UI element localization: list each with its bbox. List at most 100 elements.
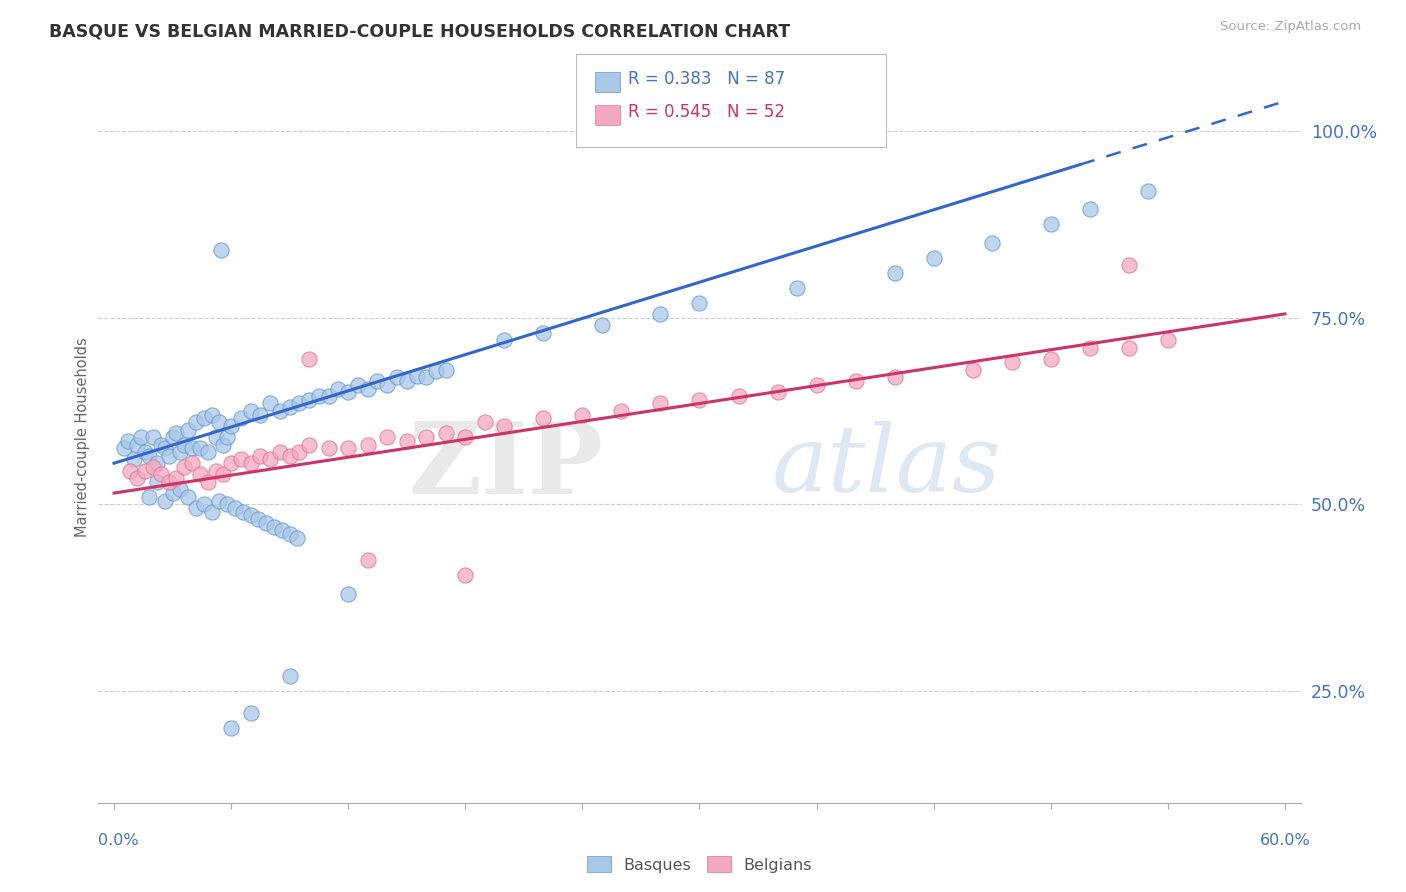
Point [249,408,271,422]
Point [650,307,672,321]
Point [337,442,360,456]
Point [118,464,141,478]
Point [434,363,457,377]
Point [217,497,239,511]
Point [357,553,380,567]
Point [209,244,232,258]
Point [239,404,262,418]
Point [166,471,188,485]
Point [219,418,242,433]
Point [146,475,169,489]
Point [169,483,191,497]
Point [134,445,156,459]
Point [166,426,188,441]
Point [138,449,160,463]
Point [177,423,200,437]
Text: BASQUE VS BELGIAN MARRIED-COUPLE HOUSEHOLDS CORRELATION CHART: BASQUE VS BELGIAN MARRIED-COUPLE HOUSEHO… [49,22,790,40]
Point [395,434,418,448]
Point [571,408,593,422]
Text: R = 0.545   N = 52: R = 0.545 N = 52 [628,103,786,121]
Point [689,392,711,407]
Point [405,368,427,383]
Point [845,374,868,388]
Point [181,442,204,456]
Point [337,587,360,601]
Point [298,351,321,366]
Point [184,415,207,429]
Point [127,437,149,451]
Point [287,531,309,545]
Point [347,377,370,392]
Point [239,508,262,523]
Point [269,404,291,418]
Point [375,430,398,444]
Point [157,475,180,489]
Point [883,266,905,280]
Point [357,437,380,451]
Point [193,497,215,511]
Point [181,456,204,470]
Point [288,445,311,459]
Point [249,449,271,463]
Point [531,326,554,340]
Point [117,434,139,448]
Point [1001,355,1024,369]
Point [883,370,905,384]
Point [1078,341,1101,355]
Point [224,500,246,515]
Point [278,527,301,541]
Point [981,235,1004,250]
Point [208,415,231,429]
Point [188,442,211,456]
Point [138,490,160,504]
Point [263,519,285,533]
Point [232,505,254,519]
Point [239,706,262,721]
Point [357,382,380,396]
Point [204,430,226,444]
Point [328,382,350,396]
Point [385,370,408,384]
Point [278,401,301,415]
Point [494,418,516,433]
Point [259,452,281,467]
Point [173,459,195,474]
Point [201,505,224,519]
Point [219,456,242,470]
Point [259,396,281,410]
Point [142,430,165,444]
Point [1137,184,1160,198]
Point [229,411,252,425]
Point [142,459,165,474]
Point [197,445,219,459]
Point [591,318,613,332]
Point [962,363,984,377]
Point [146,456,169,470]
Point [1157,333,1180,347]
Point [208,493,231,508]
Point [239,456,262,470]
Legend: Basques, Belgians: Basques, Belgians [581,849,818,879]
Point [474,415,496,429]
Point [494,333,516,347]
Point [270,524,292,538]
Point [454,568,477,582]
Point [217,430,239,444]
Point [318,389,340,403]
Point [415,370,437,384]
Point [531,411,554,425]
Point [188,467,211,482]
Point [122,452,145,467]
Point [308,389,330,403]
Point [727,389,749,403]
Point [922,251,945,265]
Point [173,437,195,451]
Point [247,512,270,526]
Text: R = 0.383   N = 87: R = 0.383 N = 87 [628,70,786,88]
Text: ZIP: ZIP [408,417,603,515]
Point [288,396,311,410]
Point [454,430,477,444]
Point [375,377,398,392]
Point [212,437,235,451]
Point [689,295,711,310]
